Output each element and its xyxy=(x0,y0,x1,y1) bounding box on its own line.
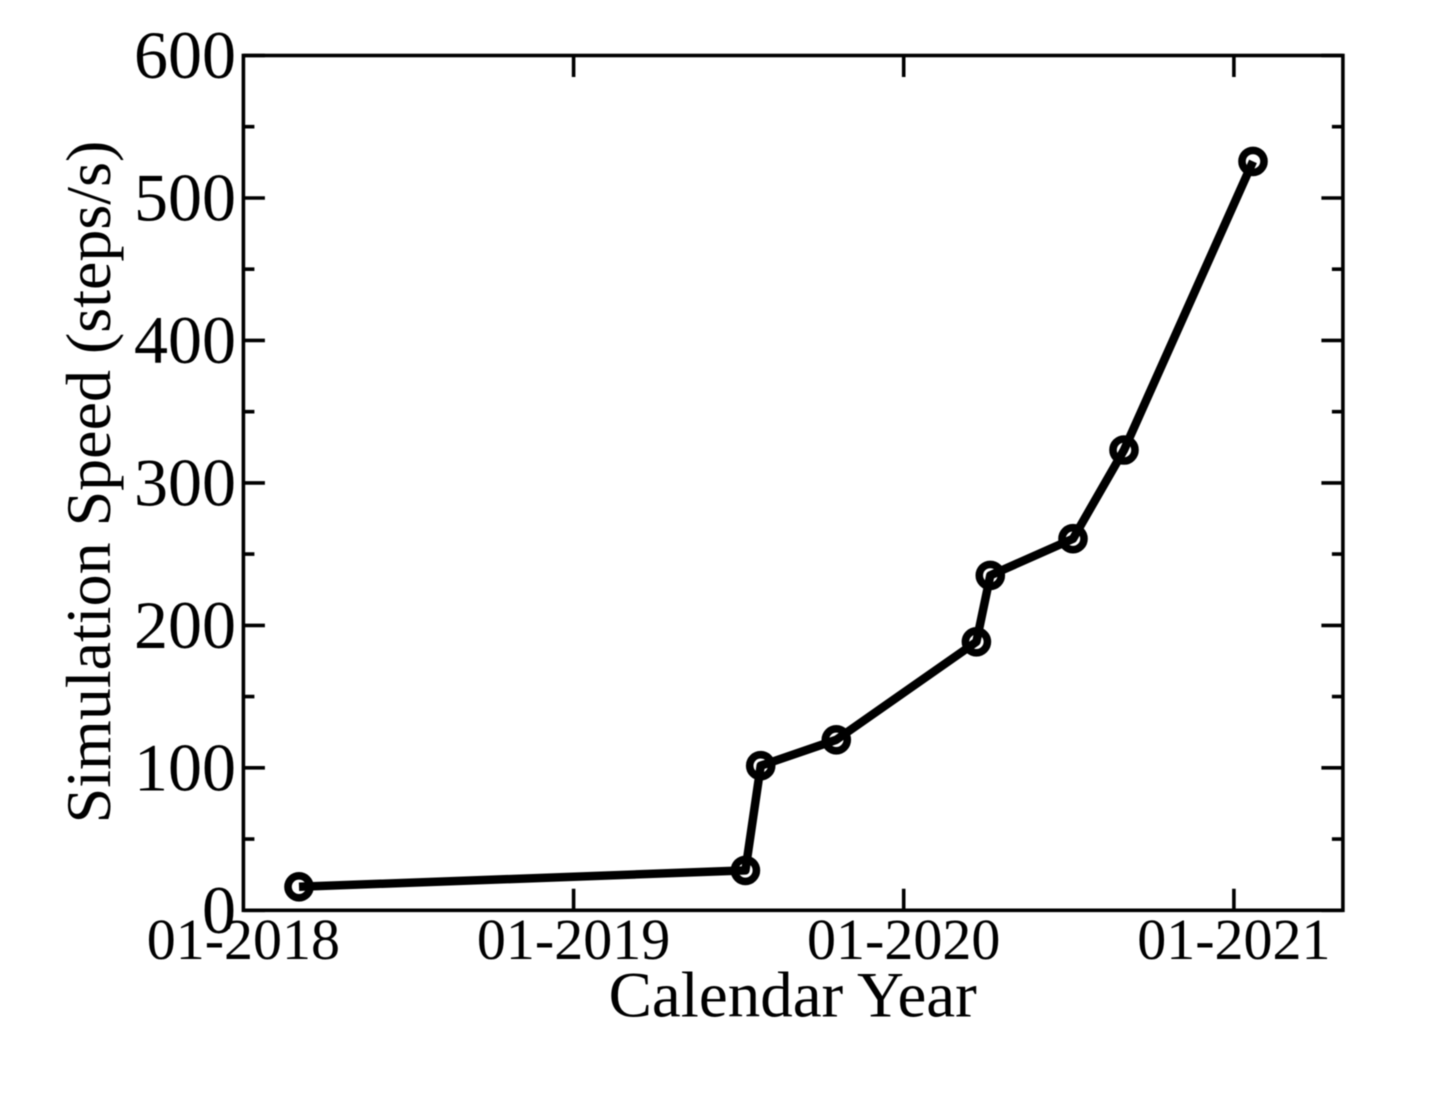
svg-text:01-2019: 01-2019 xyxy=(477,907,670,972)
svg-text:Simulation Speed (steps/s): Simulation Speed (steps/s) xyxy=(53,141,124,824)
svg-text:200: 200 xyxy=(134,587,236,663)
svg-text:300: 300 xyxy=(134,445,236,521)
svg-text:600: 600 xyxy=(134,17,236,93)
svg-text:01-2018: 01-2018 xyxy=(147,907,340,972)
svg-text:400: 400 xyxy=(134,302,236,378)
svg-text:01-2021: 01-2021 xyxy=(1137,907,1330,972)
svg-text:500: 500 xyxy=(134,160,236,236)
svg-text:01-2020: 01-2020 xyxy=(807,907,1000,972)
svg-text:100: 100 xyxy=(134,730,236,806)
svg-text:0: 0 xyxy=(202,872,236,948)
svg-text:Calendar Year: Calendar Year xyxy=(609,960,978,1032)
